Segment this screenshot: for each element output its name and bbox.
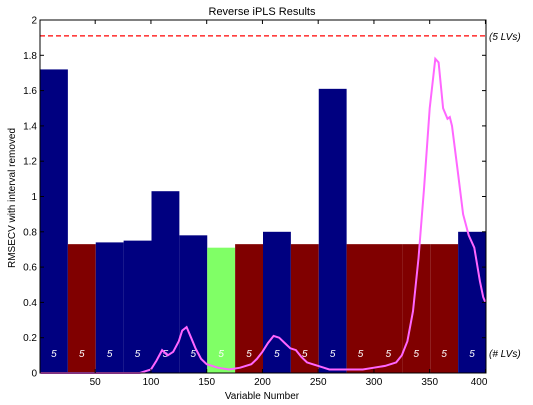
y-axis-label: RMSECV with interval removed: [7, 128, 18, 268]
bar-lv-label-9: 5: [274, 349, 280, 360]
lv-axis-label: (# LVs): [489, 349, 521, 360]
x-tick-label: 100: [143, 377, 160, 388]
bar-interval-8: [235, 244, 263, 373]
bar-lv-label-15: 5: [441, 349, 447, 360]
y-tick-label: 0.8: [23, 227, 37, 238]
x-tick-label: 150: [198, 377, 215, 388]
bar-lv-label-2: 5: [79, 349, 85, 360]
bar-interval-10: [290, 244, 319, 373]
bar-lv-label-12: 5: [358, 349, 364, 360]
bar-interval-7: [207, 247, 236, 373]
bar-interval-15: [430, 244, 459, 373]
y-tick-label: 0.6: [23, 263, 37, 274]
x-tick-label: 400: [471, 377, 488, 388]
y-tick-label: 0.4: [23, 298, 37, 309]
bar-interval-11: [318, 88, 347, 374]
x-axis-label: Variable Number: [225, 391, 300, 402]
bar-interval-13: [374, 244, 403, 373]
y-tick-label: 2: [31, 16, 37, 27]
x-tick-label: 350: [421, 377, 438, 388]
bar-lv-label-11: 5: [330, 349, 336, 360]
bar-lv-label-3: 5: [107, 349, 113, 360]
bar-lv-label-4: 5: [135, 349, 141, 360]
y-tick-label: 1: [31, 192, 37, 203]
bar-interval-3: [95, 242, 124, 373]
bars-group: [40, 69, 486, 374]
y-tick-label: 1.8: [23, 51, 37, 62]
bar-lv-label-13: 5: [386, 349, 392, 360]
bar-interval-4: [123, 240, 152, 373]
y-tick-label: 0.2: [23, 333, 37, 344]
bar-lv-label-16: 5: [469, 349, 475, 360]
y-tick-label: 1.4: [23, 121, 37, 132]
bar-interval-9: [263, 231, 291, 373]
bar-lv-label-14: 5: [414, 349, 420, 360]
x-tick-label: 50: [90, 377, 102, 388]
y-tick-label: 1.2: [23, 157, 37, 168]
bar-interval-5: [151, 191, 180, 373]
reference-line-label: (5 LVs): [489, 32, 521, 43]
y-tick-label: 0: [31, 369, 37, 380]
bar-lv-label-1: 5: [51, 349, 57, 360]
x-tick-label: 250: [310, 377, 327, 388]
bar-interval-6: [179, 235, 208, 373]
y-tick-label: 1.6: [23, 86, 37, 97]
bar-lv-label-8: 5: [246, 349, 252, 360]
bar-interval-1: [40, 69, 68, 374]
bar-interval-12: [346, 244, 375, 373]
bar-interval-2: [67, 244, 96, 373]
bar-lv-label-7: 5: [218, 349, 224, 360]
chart-title: Reverse iPLS Results: [209, 6, 316, 18]
bar-interval-14: [402, 244, 431, 373]
bar-lv-label-6: 5: [191, 349, 197, 360]
x-tick-label: 300: [366, 377, 383, 388]
x-tick-label: 200: [254, 377, 271, 388]
bar-interval-16: [458, 231, 486, 373]
bar-lv-label-10: 5: [302, 349, 308, 360]
